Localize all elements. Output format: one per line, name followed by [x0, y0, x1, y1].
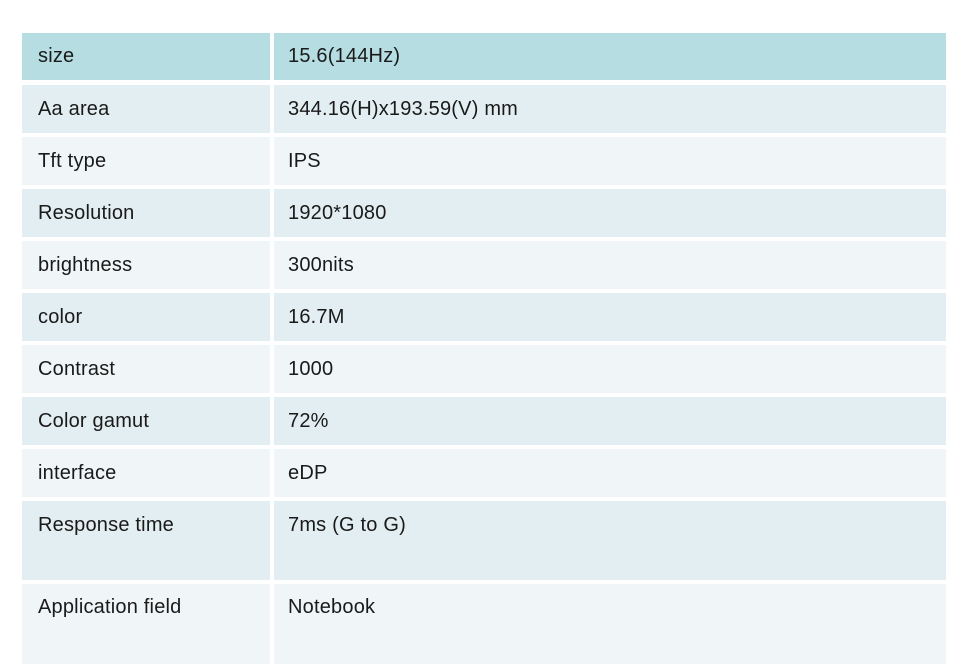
spec-value-cell: 300nits: [274, 241, 946, 289]
table-row: Application field Notebook: [22, 584, 946, 664]
spec-value-cell: 72%: [274, 397, 946, 445]
table-row: Contrast 1000: [22, 345, 946, 393]
spec-value-cell: 16.7M: [274, 293, 946, 341]
table-row: Response time 7ms (G to G): [22, 501, 946, 580]
table-row: color 16.7M: [22, 293, 946, 341]
spec-label-cell: brightness: [22, 241, 270, 289]
table-row: Aa area 344.16(H)x193.59(V) mm: [22, 85, 946, 133]
spec-value-cell: 15.6(144Hz): [274, 33, 946, 80]
spec-label-cell: Response time: [22, 501, 270, 580]
spec-label-cell: interface: [22, 449, 270, 497]
spec-value-cell: Notebook: [274, 584, 946, 664]
spec-label-cell: Application field: [22, 584, 270, 664]
spec-label-cell: Resolution: [22, 189, 270, 237]
spec-value-cell: 1000: [274, 345, 946, 393]
spec-label-cell: color: [22, 293, 270, 341]
spec-label-cell: Aa area: [22, 85, 270, 133]
spec-table: size 15.6(144Hz) Aa area 344.16(H)x193.59(V…: [22, 33, 946, 664]
table-row: Resolution 1920*1080: [22, 189, 946, 237]
table-row: Color gamut 72%: [22, 397, 946, 445]
spec-label-cell: Color gamut: [22, 397, 270, 445]
spec-label-cell: Tft type: [22, 137, 270, 185]
table-row: size 15.6(144Hz): [22, 33, 946, 80]
spec-value-cell: IPS: [274, 137, 946, 185]
spec-value-cell: eDP: [274, 449, 946, 497]
spec-value-cell: 344.16(H)x193.59(V) mm: [274, 85, 946, 133]
spec-label-cell: size: [22, 33, 270, 80]
table-row: Tft type IPS: [22, 137, 946, 185]
spec-value-cell: 1920*1080: [274, 189, 946, 237]
spec-label-cell: Contrast: [22, 345, 270, 393]
table-row: interface eDP: [22, 449, 946, 497]
spec-value-cell: 7ms (G to G): [274, 501, 946, 580]
table-row: brightness 300nits: [22, 241, 946, 289]
